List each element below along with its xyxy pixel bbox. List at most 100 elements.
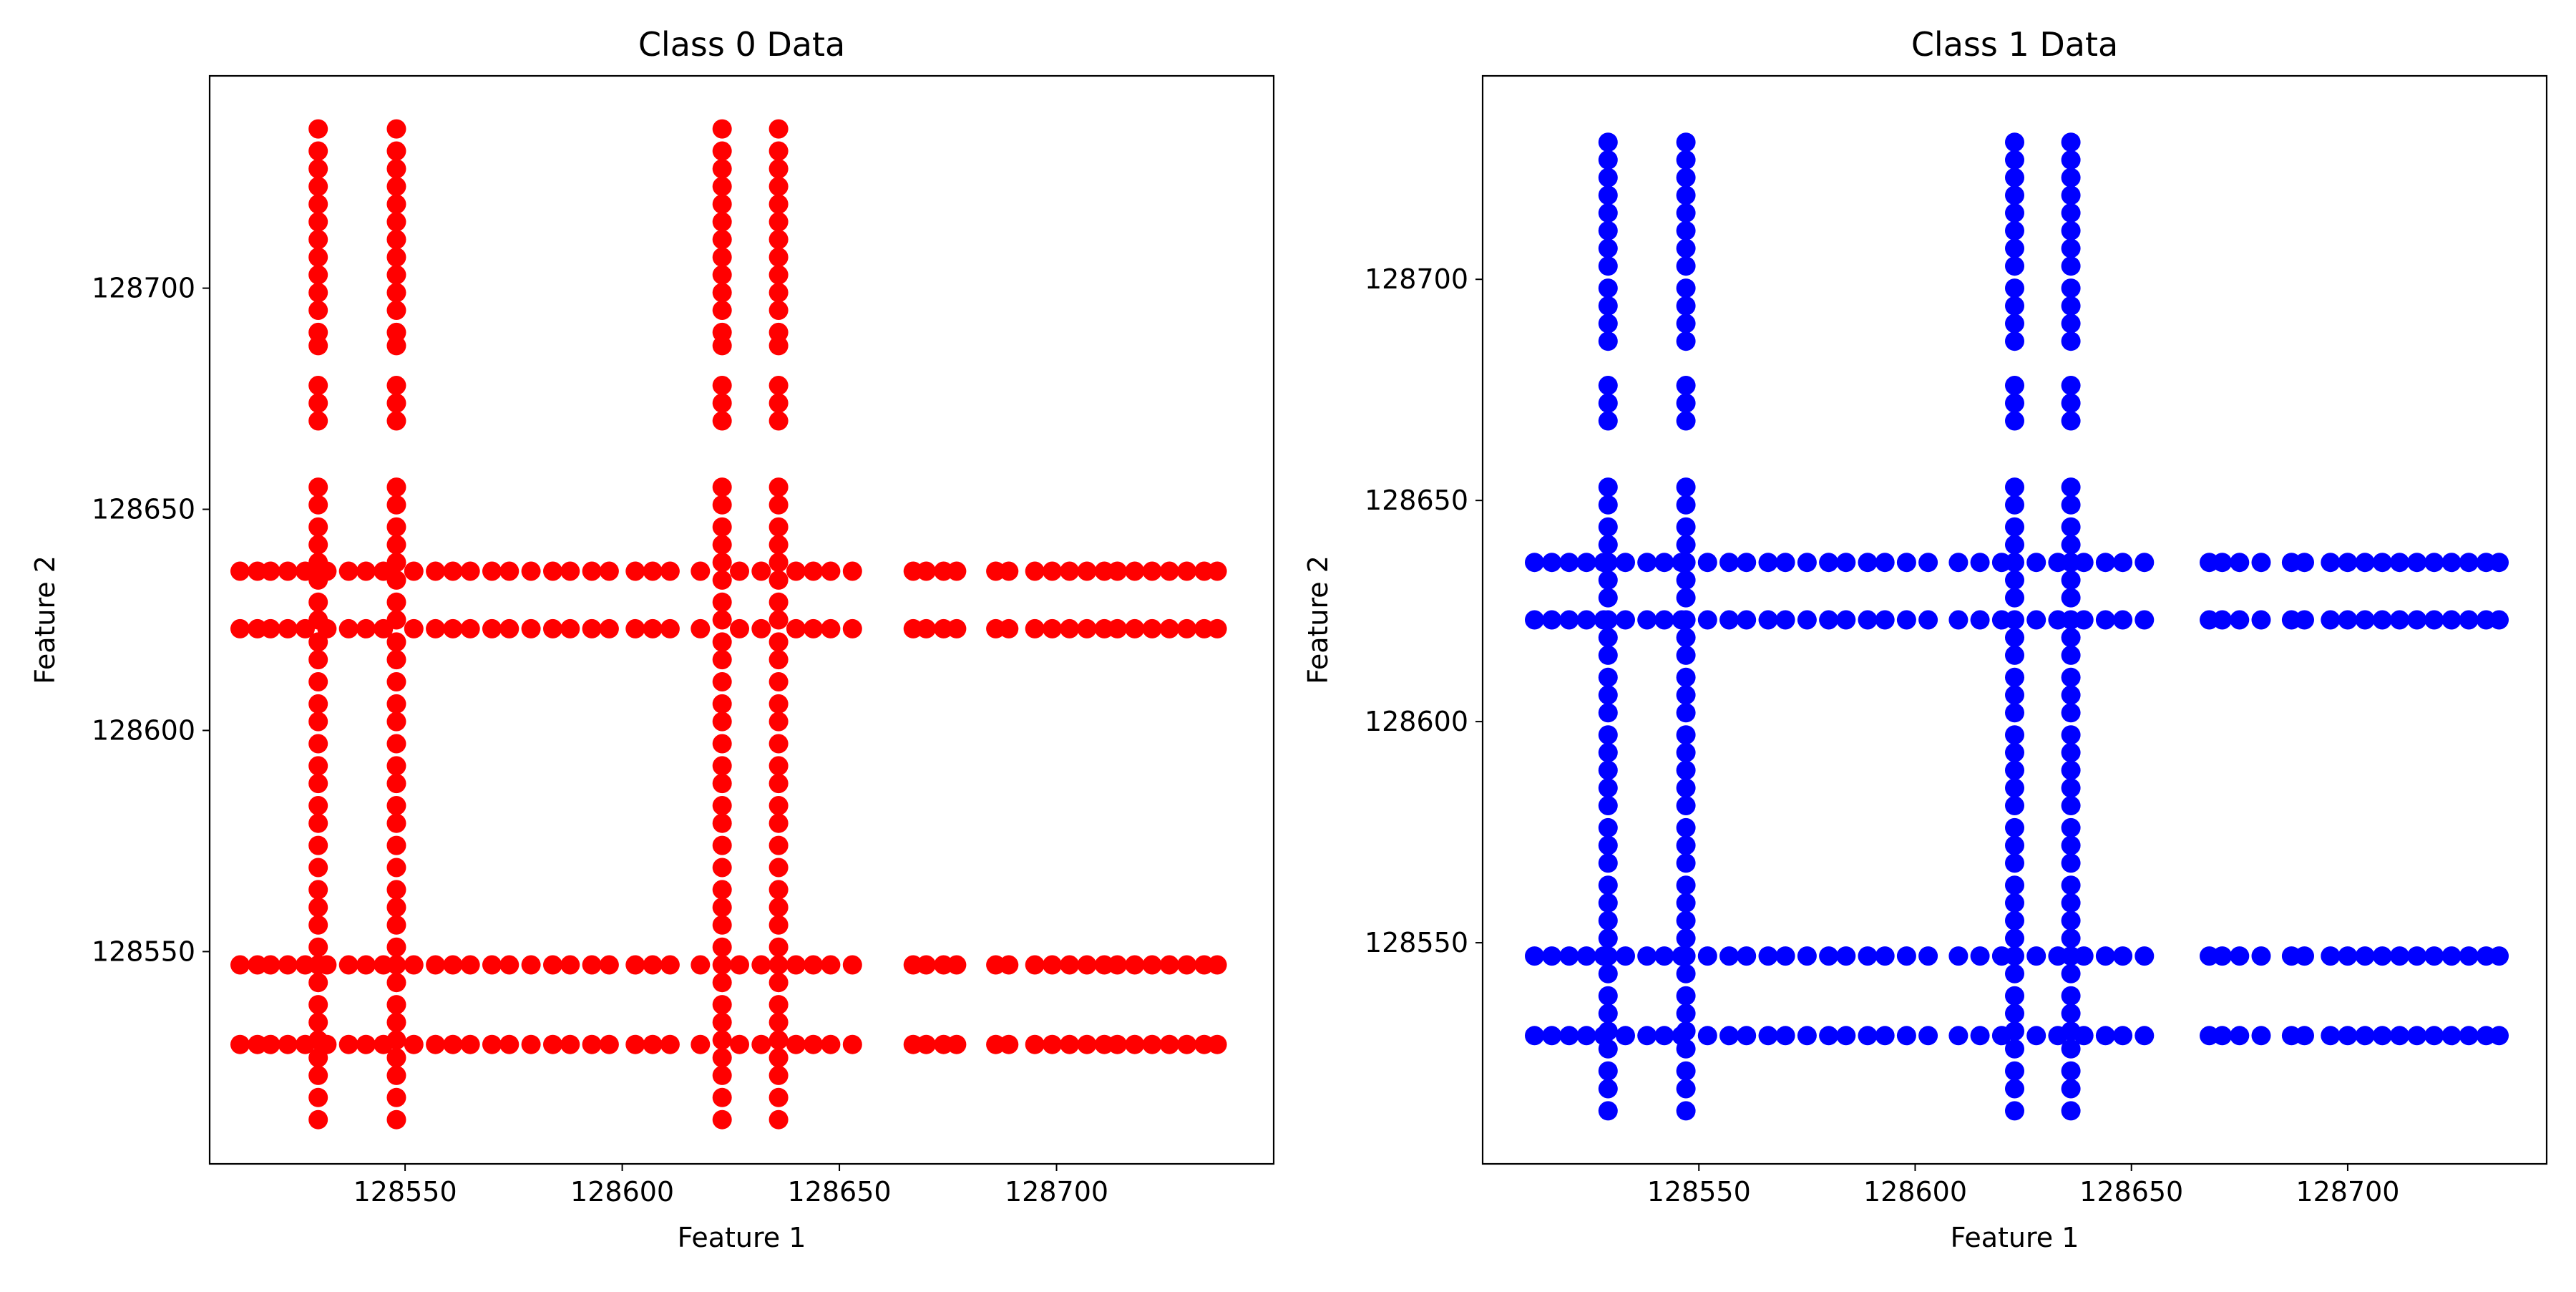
class-1-point-255 [1758, 946, 1778, 966]
class-0-point-148 [769, 1087, 789, 1107]
class-1-point-345 [1672, 553, 1692, 573]
class-1-point-114 [2005, 796, 2024, 815]
class-1-point-332 [2424, 610, 2444, 630]
class-1-point-326 [2321, 610, 2341, 630]
class-1-point-240 [2459, 1026, 2479, 1046]
class-1-point-307 [1858, 610, 1878, 630]
class-0-point-32 [308, 477, 328, 497]
class-1-point-120 [2005, 685, 2024, 705]
class-1-point-361 [2026, 553, 2046, 573]
class-1-point-24 [1598, 645, 1618, 665]
class-0-point-357 [560, 561, 580, 581]
class-1-point-197 [1542, 1026, 1562, 1046]
class-0-point-191 [769, 194, 789, 214]
class-1-point-339 [1559, 553, 1579, 573]
class-1-point-303 [1775, 610, 1795, 630]
class-1-point-261 [1875, 946, 1895, 966]
class-0-point-51 [386, 1065, 406, 1085]
class-1-point-119 [2005, 703, 2024, 723]
class-1-point-43 [1598, 220, 1618, 241]
class-0-point-262 [582, 955, 602, 975]
class-1-point-30 [1598, 535, 1618, 555]
class-1-point-292 [1559, 610, 1579, 630]
class-0-point-339 [1207, 618, 1227, 638]
class-0-point-189 [769, 230, 789, 250]
class-1-point-328 [2355, 610, 2375, 630]
class-1-point-238 [2424, 1026, 2444, 1046]
class-1-point-36 [1598, 376, 1618, 395]
class-0-point-231 [999, 1034, 1019, 1054]
class-1-point-183 [2061, 376, 2081, 395]
class-0-point-252 [374, 955, 394, 975]
class-0-point-259 [521, 955, 541, 975]
class-0-point-239 [1142, 1034, 1162, 1054]
class-0-point-307 [521, 618, 541, 638]
class-0-point-59 [386, 915, 406, 935]
class-0-point-340 [230, 561, 250, 581]
class-1-point-280 [2338, 946, 2358, 966]
class-1-point-107 [2005, 928, 2024, 948]
class-0-point-358 [582, 561, 602, 581]
class-1-point-315 [2048, 610, 2068, 630]
class-0-point-143 [712, 177, 732, 196]
class-1-point-253 [1719, 946, 1739, 966]
class-0-point-101 [712, 1048, 732, 1068]
class-0-point-210 [499, 1034, 519, 1054]
class-1-point-132 [2005, 411, 2024, 431]
class-0-point-229 [947, 1034, 967, 1054]
class-0-point-29 [308, 535, 328, 555]
class-0-point-376 [1025, 561, 1045, 581]
class-0-title: Class 0 Data [638, 25, 845, 64]
class-0-point-1 [308, 1087, 328, 1107]
class-1-point-198 [1559, 1026, 1579, 1046]
class-1-point-279 [2321, 946, 2341, 966]
class-1-point-346 [1697, 553, 1717, 573]
class-0-point-295 [278, 618, 298, 638]
class-1-point-46 [1598, 167, 1618, 188]
class-0-point-87 [386, 301, 406, 320]
class-0-point-170 [769, 650, 789, 670]
class-0-point-244 [230, 955, 250, 975]
class-0-point-201 [317, 1034, 337, 1054]
class-1-point-350 [1775, 553, 1795, 573]
class-0-point-5 [308, 1012, 328, 1032]
class-1-point-121 [2005, 667, 2024, 687]
class-0-point-371 [916, 561, 936, 581]
class-0-point-328 [1025, 618, 1045, 638]
class-0-point-344 [296, 561, 315, 581]
class-1-x-tick-label-3: 128700 [2296, 1176, 2399, 1208]
class-1-point-80 [1676, 517, 1696, 537]
class-0-point-173 [769, 592, 789, 612]
class-0-point-188 [769, 247, 789, 267]
class-0-point-174 [769, 570, 789, 590]
class-0-point-354 [499, 561, 519, 581]
class-0-point-164 [769, 774, 789, 794]
class-1-point-323 [2251, 610, 2271, 630]
class-0-point-126 [712, 553, 732, 573]
class-1-point-71 [1676, 685, 1696, 705]
class-0-point-92 [386, 212, 406, 232]
class-1-point-270 [2095, 946, 2115, 966]
class-0-point-66 [386, 774, 406, 794]
class-1-point-175 [2061, 570, 2081, 590]
class-1-point-214 [1875, 1026, 1895, 1046]
class-0-point-135 [712, 322, 732, 342]
class-1-point-79 [1676, 535, 1696, 555]
class-0-point-327 [999, 618, 1019, 638]
class-1-point-314 [2026, 610, 2046, 630]
class-0-point-118 [712, 711, 732, 732]
class-0-point-11 [308, 898, 328, 918]
class-0-point-35 [308, 376, 328, 395]
class-0-point-199 [278, 1034, 298, 1054]
class-0-point-46 [308, 159, 328, 179]
class-0-point-105 [712, 973, 732, 993]
class-0-point-359 [599, 561, 619, 581]
class-1-point-33 [1598, 477, 1618, 497]
class-1-point-28 [1598, 570, 1618, 590]
class-0-point-235 [1077, 1034, 1097, 1054]
class-0-point-223 [804, 1034, 824, 1054]
class-1-point-351 [1797, 553, 1817, 573]
class-1-point-188 [2061, 256, 2081, 276]
class-0-point-217 [643, 1034, 663, 1054]
